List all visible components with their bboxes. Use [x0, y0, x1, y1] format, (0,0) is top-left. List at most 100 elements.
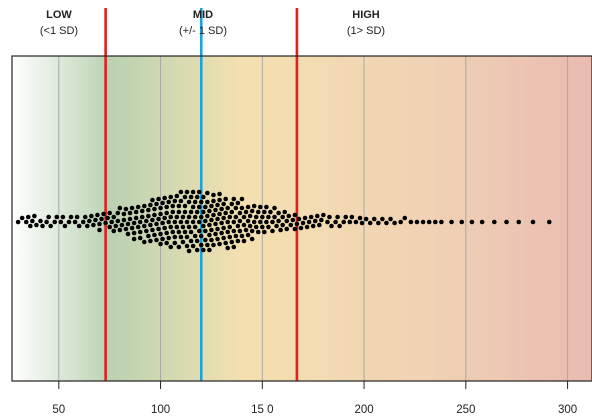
data-point	[146, 207, 151, 213]
data-point	[239, 233, 245, 239]
data-point	[243, 227, 249, 233]
data-point	[190, 189, 196, 195]
data-point	[223, 210, 228, 216]
data-point	[251, 219, 257, 225]
data-point	[30, 218, 35, 224]
data-point	[91, 222, 96, 228]
data-point	[152, 212, 157, 218]
data-point	[123, 206, 129, 212]
data-point	[235, 200, 241, 206]
data-point	[201, 223, 206, 229]
data-point	[125, 231, 131, 237]
data-point	[217, 241, 222, 247]
data-point	[182, 194, 188, 200]
data-point	[276, 218, 281, 224]
data-point	[164, 210, 169, 216]
data-point	[341, 219, 347, 225]
x-tick-label-50: 50	[52, 404, 65, 416]
data-point	[93, 217, 98, 223]
data-point	[32, 213, 37, 219]
data-point	[217, 211, 222, 217]
data-point	[198, 214, 204, 220]
data-point	[280, 214, 285, 220]
data-point	[160, 236, 165, 242]
data-point	[194, 238, 200, 244]
data-point	[158, 205, 163, 211]
data-point	[229, 201, 235, 207]
data-point	[439, 219, 444, 225]
data-point	[28, 223, 33, 229]
data-point	[178, 219, 184, 225]
data-point	[156, 226, 161, 232]
data-point	[178, 234, 184, 240]
data-point	[66, 219, 72, 225]
data-point	[203, 204, 208, 210]
data-point	[131, 220, 137, 226]
data-point	[180, 239, 186, 245]
data-point	[137, 235, 143, 241]
data-point	[333, 219, 338, 225]
data-point	[194, 209, 200, 215]
data-point	[249, 208, 255, 214]
data-point	[420, 219, 426, 225]
data-point	[249, 236, 255, 242]
data-point	[203, 237, 208, 243]
data-point	[168, 214, 174, 220]
data-point	[209, 227, 214, 233]
data-point	[209, 203, 214, 209]
x-tick-label-150: 15 0	[251, 404, 273, 416]
data-point	[141, 223, 147, 229]
data-point	[459, 219, 465, 225]
data-point	[237, 218, 243, 224]
data-point	[117, 227, 123, 233]
data-point	[103, 220, 108, 226]
data-point	[237, 228, 243, 234]
data-point	[504, 219, 509, 225]
data-point	[107, 210, 112, 216]
data-point	[233, 214, 239, 220]
x-tick-label-200: 200	[354, 404, 373, 416]
data-point	[150, 227, 155, 233]
data-point	[357, 215, 363, 221]
data-point	[317, 222, 322, 228]
data-point	[215, 226, 220, 232]
data-point	[129, 225, 135, 231]
data-point	[176, 229, 182, 235]
data-point	[363, 216, 369, 222]
data-point	[180, 214, 186, 220]
data-point	[221, 201, 226, 207]
data-point	[172, 198, 178, 204]
data-point	[162, 195, 167, 201]
data-point	[225, 205, 231, 211]
data-point	[546, 219, 552, 225]
data-point	[221, 235, 226, 241]
data-point	[166, 235, 171, 241]
category-labels: LOW (<1 SD) MID (+/- 1 SD) HIGH (1> SD)	[40, 9, 385, 37]
data-point	[158, 241, 163, 247]
data-point	[166, 219, 171, 225]
data-point	[25, 214, 31, 220]
reference-lines	[104, 8, 299, 381]
data-point	[264, 219, 269, 225]
data-point	[276, 210, 281, 216]
data-point	[188, 229, 194, 235]
data-point	[182, 209, 188, 215]
category-low-subtitle: (<1 SD)	[40, 25, 78, 37]
data-point	[235, 238, 241, 244]
data-point	[310, 223, 316, 229]
data-point	[426, 219, 432, 225]
data-point	[530, 219, 536, 225]
data-point	[251, 203, 257, 209]
data-point	[58, 219, 64, 225]
data-point	[125, 221, 131, 227]
data-point	[146, 213, 151, 219]
data-point	[479, 219, 485, 225]
data-point	[176, 209, 182, 215]
data-point	[139, 208, 145, 214]
data-point	[388, 216, 393, 222]
data-point	[52, 219, 58, 225]
data-point	[449, 219, 454, 225]
data-point	[272, 214, 277, 220]
data-point	[292, 226, 298, 232]
data-point	[219, 230, 224, 236]
